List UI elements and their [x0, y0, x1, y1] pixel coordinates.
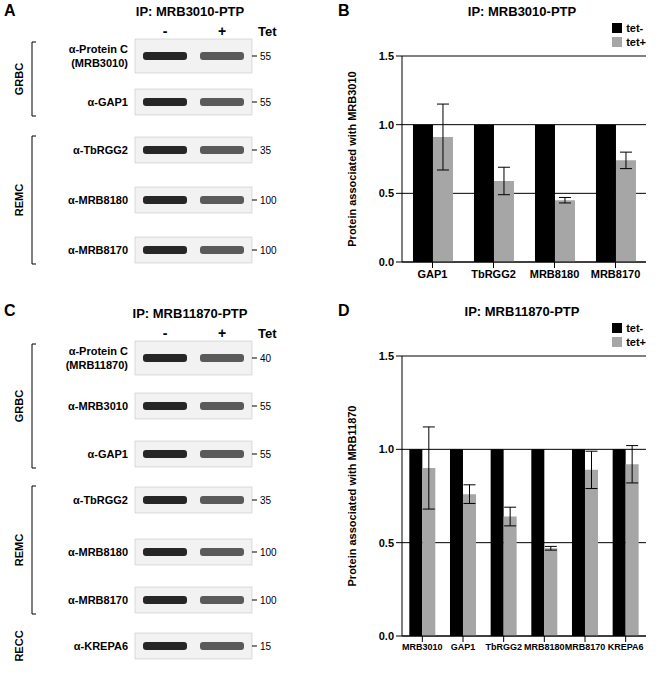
svg-text:IP: MRB3010-PTP: IP: MRB3010-PTP: [136, 4, 245, 19]
html-text:tet+: tet+: [626, 36, 646, 48]
svg-text:-: -: [163, 325, 168, 341]
html-text:IP: MRB3010-PTP: IP: MRB3010-PTP: [467, 4, 577, 19]
svg-text:0.0: 0.0: [379, 630, 394, 642]
svg-text:MRB8180: MRB8180: [530, 268, 580, 280]
html-text:tet-: tet-: [626, 322, 644, 334]
svg-text:IP: MRB11870-PTP: IP: MRB11870-PTP: [133, 306, 248, 321]
svg-text:55: 55: [260, 51, 272, 62]
html-text:tet-: tet-: [626, 22, 644, 34]
svg-text:0.5: 0.5: [379, 187, 394, 199]
svg-text:1.0: 1.0: [379, 443, 394, 455]
svg-text:α-MRB8180: α-MRB8180: [68, 546, 128, 558]
svg-text:0.5: 0.5: [379, 537, 394, 549]
html-text:D: D: [338, 302, 350, 319]
svg-text:α-GAP1: α-GAP1: [88, 96, 128, 108]
svg-text:35: 35: [260, 495, 272, 506]
svg-text:(MRB3010): (MRB3010): [71, 57, 128, 69]
svg-text:Protein associated with MRB301: Protein associated with MRB3010: [346, 71, 358, 246]
svg-text:100: 100: [260, 547, 277, 558]
svg-text:(MRB11870): (MRB11870): [66, 359, 129, 371]
svg-text:GRBC: GRBC: [13, 390, 25, 422]
svg-text:55: 55: [260, 401, 272, 412]
svg-text:α-TbRGG2: α-TbRGG2: [73, 494, 128, 506]
svg-text:GRBC: GRBC: [13, 63, 25, 95]
svg-text:GAP1: GAP1: [418, 268, 448, 280]
svg-text:RECC: RECC: [13, 630, 25, 661]
svg-text:α-KREPA6: α-KREPA6: [74, 640, 128, 652]
svg-text:MRB3010: MRB3010: [402, 642, 443, 652]
svg-text:α-Protein C: α-Protein C: [69, 345, 128, 357]
svg-text:35: 35: [260, 145, 272, 156]
svg-text:1.0: 1.0: [379, 119, 394, 131]
html-text:A: A: [4, 2, 16, 19]
svg-text:100: 100: [260, 245, 277, 256]
svg-text:REMC: REMC: [13, 534, 25, 566]
svg-text:KREPA6: KREPA6: [608, 642, 644, 652]
svg-text:Protein associated with MRB118: Protein associated with MRB11870: [346, 406, 358, 587]
svg-text:MRB8180: MRB8180: [524, 642, 565, 652]
html-text:IP: MRB11870-PTP: IP: MRB11870-PTP: [464, 304, 580, 319]
svg-text:α-TbRGG2: α-TbRGG2: [73, 144, 128, 156]
svg-text:α-MRB8180: α-MRB8180: [68, 194, 128, 206]
svg-text:α-MRB8170: α-MRB8170: [68, 244, 128, 256]
svg-text:55: 55: [260, 97, 272, 108]
svg-text:55: 55: [260, 449, 272, 460]
svg-text:+: +: [218, 23, 226, 39]
svg-text:1.5: 1.5: [379, 350, 394, 362]
svg-text:-: -: [163, 23, 168, 39]
svg-text:Tet: Tet: [258, 24, 277, 39]
svg-text:α-Protein C: α-Protein C: [69, 43, 128, 55]
html-text:tet+: tet+: [626, 336, 646, 348]
svg-text:MRB8170: MRB8170: [565, 642, 606, 652]
svg-text:Tet: Tet: [258, 326, 277, 341]
svg-text:0.0: 0.0: [379, 256, 394, 268]
svg-text:1.5: 1.5: [379, 50, 394, 62]
svg-text:α-MRB8170: α-MRB8170: [68, 594, 128, 606]
svg-text:TbRGG2: TbRGG2: [471, 268, 516, 280]
svg-text:REMC: REMC: [13, 184, 25, 216]
svg-text:100: 100: [260, 195, 277, 206]
html-text:B: B: [338, 2, 350, 19]
svg-text:MRB8170: MRB8170: [591, 268, 641, 280]
svg-text:40: 40: [260, 353, 272, 364]
svg-text:100: 100: [260, 595, 277, 606]
svg-text:+: +: [218, 325, 226, 341]
svg-text:α-MRB3010: α-MRB3010: [68, 400, 128, 412]
svg-text:15: 15: [260, 641, 272, 652]
html-text:C: C: [4, 302, 16, 319]
svg-text:α-GAP1: α-GAP1: [88, 448, 128, 460]
svg-text:TbRGG2: TbRGG2: [485, 642, 522, 652]
svg-text:GAP1: GAP1: [451, 642, 476, 652]
